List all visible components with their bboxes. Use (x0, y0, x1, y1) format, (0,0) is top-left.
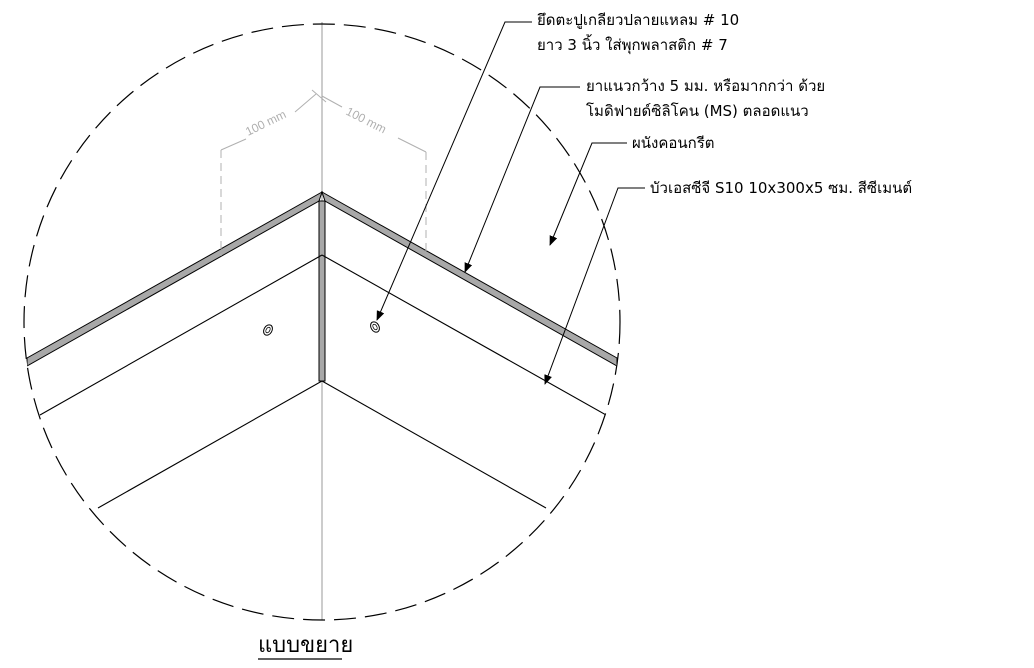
leader-board (544, 187, 645, 385)
dimension-left (220, 89, 327, 256)
leader-sealant (464, 86, 580, 273)
corner-geometry (26, 190, 618, 509)
callout-sealant-line1: ยาแนวกว้าง 5 มม. หรือมากกว่า ด้วย (586, 77, 825, 95)
drawing-title: แบบขยาย (258, 633, 353, 658)
callout-sealant-line2: โมดิฟายด์ซิลิโคน (MS) ตลอดแนว (586, 102, 809, 120)
dimension-right (321, 95, 427, 252)
leader-screw (376, 21, 532, 321)
callout-screw-line1: ยึดตะปูเกลียวปลายแหลม # 10 (537, 11, 739, 29)
corner-line-right (321, 380, 547, 509)
sealant-strip-right (321, 190, 618, 367)
corner-line-left (97, 380, 323, 509)
callout-board: บัวเอสซีจี S10 10x300x5 ซม. สีซีเมนต์ (650, 179, 912, 197)
board-edge-left (39, 254, 323, 416)
screw-icon (263, 324, 273, 336)
dimension-right-label: 100 mm (344, 104, 389, 136)
sealant-joint-center (318, 200, 326, 382)
leader-wall (549, 142, 627, 246)
callout-wall: ผนังคอนกรีต (632, 134, 715, 152)
callout-screw-line2: ยาว 3 นิ้ว ใส่พุกพลาสติก # 7 (537, 34, 728, 55)
sealant-strip-left (26, 190, 323, 367)
board-edge-right (321, 254, 616, 421)
detail-boundary-circle (23, 23, 621, 621)
screw-icon (370, 321, 380, 333)
dimension-left-label: 100 mm (243, 107, 288, 139)
